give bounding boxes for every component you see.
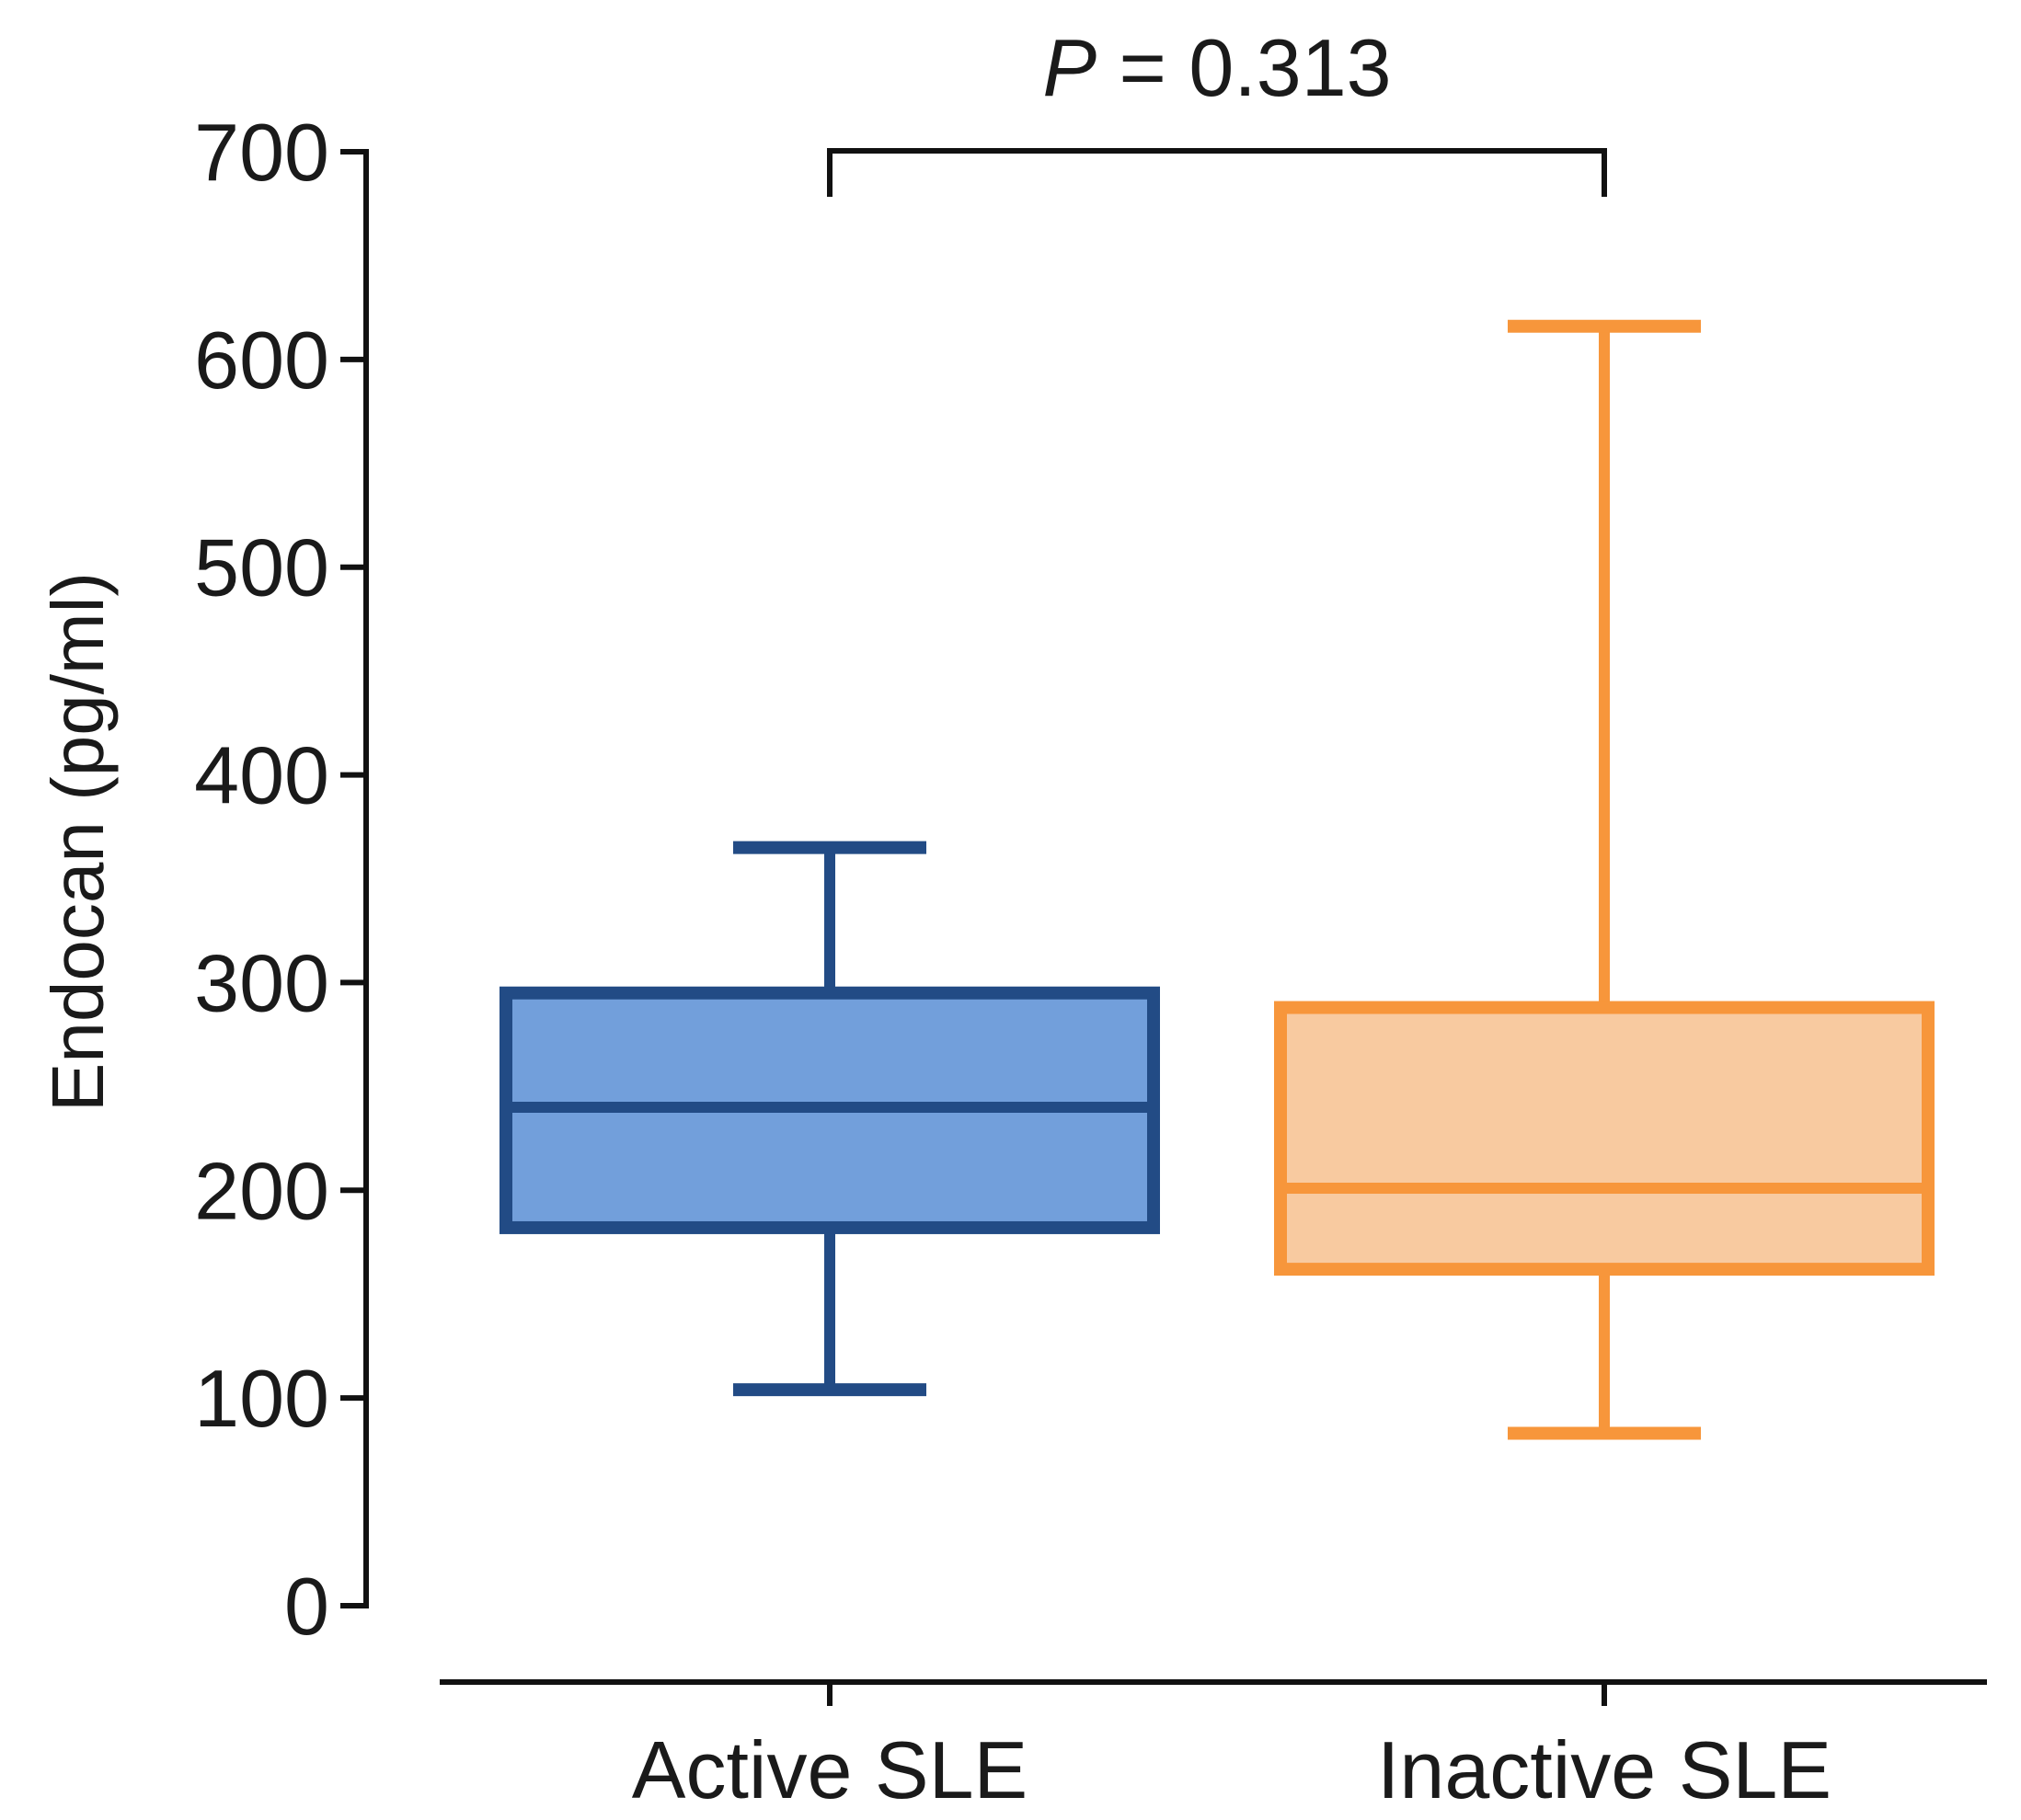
y-axis: 0 100 200 300 400 500 600 700 [194,107,369,1652]
x-category-label: Inactive SLE [1377,1724,1832,1815]
y-tick-label: 500 [194,522,329,613]
p-value-label: P = 0.313 [1042,22,1391,113]
y-tick-label: 700 [194,107,329,198]
y-tick-label: 300 [194,937,329,1028]
box-active-sle [500,841,1160,1397]
significance-annotation [827,148,1607,197]
p-symbol: P [1042,22,1097,113]
y-tick-label: 100 [194,1353,329,1444]
box-inactive-sle [1274,319,1935,1440]
p-value-text: = 0.313 [1097,22,1392,113]
y-tick-label: 600 [194,315,329,406]
y-tick-label: 400 [194,730,329,821]
x-category-label: Active SLE [632,1724,1028,1815]
boxes [500,319,1935,1440]
y-tick-label: 0 [284,1561,329,1652]
significance-bracket [827,148,1607,197]
iqr-box [1274,1001,1935,1276]
x-axis: Active SLE Inactive SLE [440,1679,1987,1815]
y-axis-title: Endocan (pg/ml) [37,572,119,1112]
y-tick-label: 200 [194,1145,329,1236]
